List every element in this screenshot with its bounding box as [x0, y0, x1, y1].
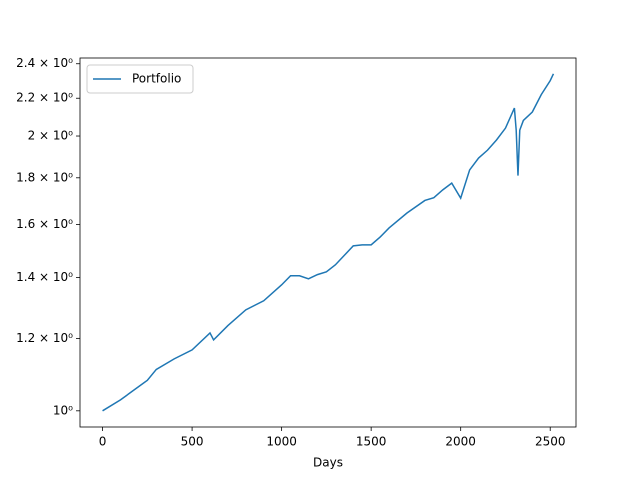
y-tick-label: 2.2 × 10⁰	[16, 91, 73, 105]
y-tick-label: 1.8 × 10⁰	[16, 170, 73, 184]
y-tick-label: 10⁰	[53, 403, 73, 417]
y-tick-label: 2 × 10⁰	[28, 129, 74, 143]
x-tick-label: 0	[99, 435, 107, 449]
y-tick-label: 1.6 × 10⁰	[16, 217, 73, 231]
x-tick-label: 1500	[356, 435, 387, 449]
y-tick-label: 1.2 × 10⁰	[16, 331, 73, 345]
x-tick-label: 500	[181, 435, 204, 449]
y-tick-label: 1.4 × 10⁰	[16, 270, 73, 284]
x-tick-label: 1000	[266, 435, 297, 449]
x-tick-label: 2000	[445, 435, 476, 449]
plot-frame	[79, 57, 577, 428]
line-series	[102, 73, 555, 412]
y-tick-label: 2.4 × 10⁰	[16, 56, 73, 70]
x-axis-label: Days	[313, 456, 343, 470]
legend-label: Portfolio	[132, 72, 181, 86]
x-tick-label: 2500	[535, 435, 566, 449]
legend-box	[86, 64, 194, 94]
